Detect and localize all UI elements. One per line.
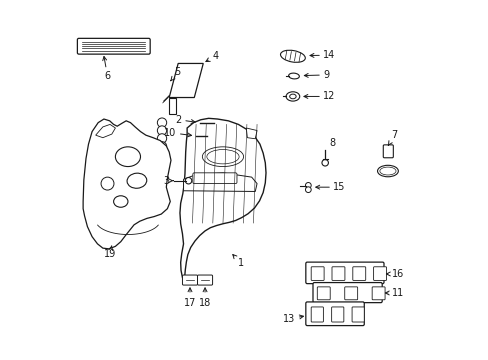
Text: 8: 8 xyxy=(329,139,335,148)
FancyBboxPatch shape xyxy=(317,287,329,300)
FancyBboxPatch shape xyxy=(310,267,324,280)
Text: 1: 1 xyxy=(232,255,244,268)
FancyBboxPatch shape xyxy=(305,302,364,325)
Ellipse shape xyxy=(115,147,140,167)
FancyBboxPatch shape xyxy=(305,262,383,284)
FancyBboxPatch shape xyxy=(373,267,386,280)
Ellipse shape xyxy=(285,92,299,101)
Text: 6: 6 xyxy=(102,57,110,81)
Polygon shape xyxy=(96,125,115,138)
Circle shape xyxy=(321,159,328,166)
FancyBboxPatch shape xyxy=(371,287,384,300)
Text: 17: 17 xyxy=(183,288,196,308)
Text: 11: 11 xyxy=(385,288,404,298)
Text: 5: 5 xyxy=(170,67,181,81)
Ellipse shape xyxy=(127,173,146,188)
Text: 18: 18 xyxy=(199,288,211,308)
Circle shape xyxy=(157,118,166,127)
FancyBboxPatch shape xyxy=(310,307,323,322)
Text: 14: 14 xyxy=(309,50,335,60)
FancyBboxPatch shape xyxy=(312,283,382,303)
Ellipse shape xyxy=(206,149,239,164)
Ellipse shape xyxy=(280,50,305,62)
Circle shape xyxy=(101,177,114,190)
FancyBboxPatch shape xyxy=(344,287,357,300)
Text: 4: 4 xyxy=(205,51,218,62)
Text: 9: 9 xyxy=(304,70,329,80)
Polygon shape xyxy=(246,128,257,139)
Ellipse shape xyxy=(207,134,212,138)
FancyBboxPatch shape xyxy=(192,173,237,184)
FancyBboxPatch shape xyxy=(197,275,212,285)
Ellipse shape xyxy=(379,167,395,175)
FancyBboxPatch shape xyxy=(331,307,343,322)
FancyBboxPatch shape xyxy=(77,39,150,54)
Text: 2: 2 xyxy=(175,115,195,125)
Ellipse shape xyxy=(288,73,299,79)
Polygon shape xyxy=(183,173,257,192)
FancyBboxPatch shape xyxy=(351,307,364,322)
Text: 13: 13 xyxy=(283,314,303,324)
Polygon shape xyxy=(169,98,176,114)
FancyBboxPatch shape xyxy=(352,267,365,280)
Text: 12: 12 xyxy=(304,91,335,102)
Polygon shape xyxy=(180,118,265,278)
Text: 15: 15 xyxy=(315,182,345,192)
Polygon shape xyxy=(169,63,203,98)
Ellipse shape xyxy=(202,147,243,167)
Text: 10: 10 xyxy=(164,128,191,138)
Ellipse shape xyxy=(377,165,398,177)
Text: 16: 16 xyxy=(386,269,404,279)
FancyBboxPatch shape xyxy=(383,145,392,158)
Circle shape xyxy=(157,134,166,143)
Ellipse shape xyxy=(113,196,128,207)
Ellipse shape xyxy=(214,120,219,125)
Circle shape xyxy=(305,183,310,188)
Circle shape xyxy=(185,177,191,184)
Text: 19: 19 xyxy=(103,246,116,258)
Text: 3: 3 xyxy=(163,176,173,186)
Ellipse shape xyxy=(289,94,296,99)
Circle shape xyxy=(157,126,166,135)
FancyBboxPatch shape xyxy=(331,267,344,280)
Circle shape xyxy=(305,187,310,193)
FancyBboxPatch shape xyxy=(182,275,197,285)
Text: 7: 7 xyxy=(387,130,397,145)
Circle shape xyxy=(157,141,166,151)
Polygon shape xyxy=(83,119,171,249)
